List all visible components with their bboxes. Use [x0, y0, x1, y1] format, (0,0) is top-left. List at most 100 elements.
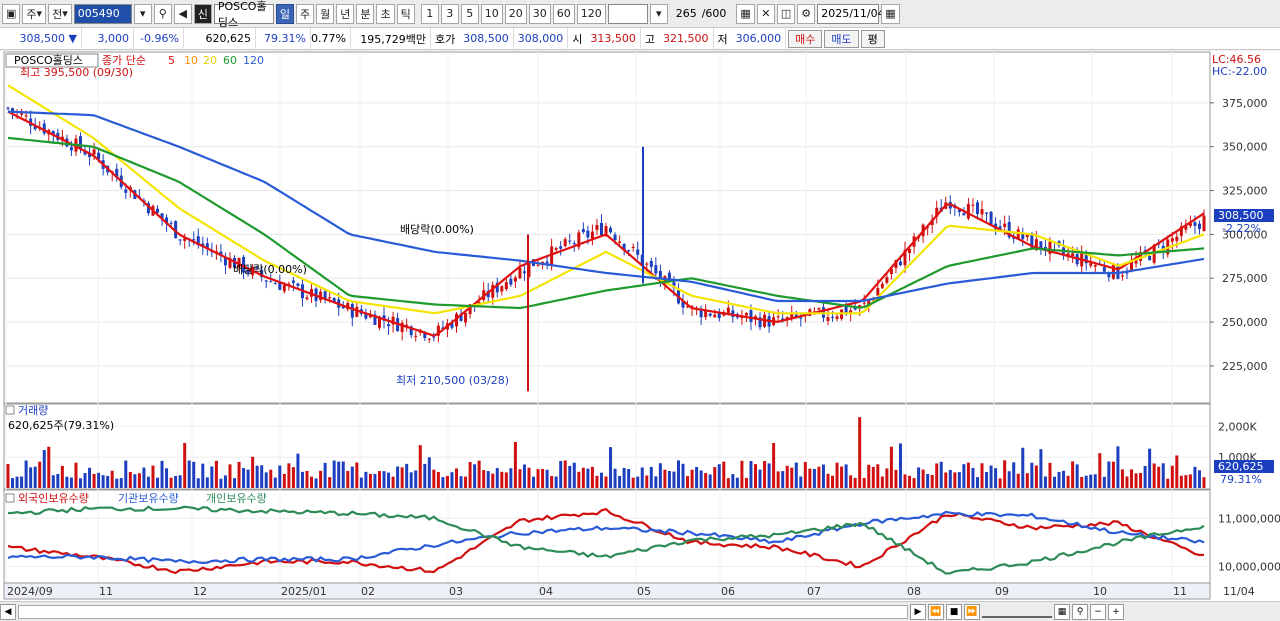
- period-button-month[interactable]: 월: [316, 3, 335, 24]
- volume-bar: [731, 474, 735, 488]
- volume-bar: [667, 471, 671, 488]
- candle-body: [1170, 238, 1174, 242]
- candle-body: [1197, 223, 1201, 229]
- zoom-in-icon[interactable]: +: [1108, 603, 1124, 620]
- prev-select[interactable]: 전 ▾: [48, 3, 72, 24]
- chart-tool-icon[interactable]: ▦: [1054, 603, 1070, 620]
- period-button-week[interactable]: 주: [295, 3, 315, 24]
- candle-body: [51, 131, 55, 136]
- period-button-tick[interactable]: 틱: [396, 3, 415, 24]
- x-tick-label: 05: [637, 585, 651, 598]
- volume-bar: [106, 475, 110, 488]
- custom-interval-input[interactable]: [607, 3, 648, 24]
- volume-panel-toggle-icon[interactable]: [5, 405, 15, 415]
- calendar-icon[interactable]: ▦: [881, 3, 900, 24]
- period-select-label: 주: [26, 7, 37, 21]
- scroll-right-icon[interactable]: ▶: [910, 603, 926, 620]
- rewind-icon[interactable]: ⏪: [928, 603, 944, 620]
- volume-bar: [1016, 473, 1020, 488]
- interval-button-30[interactable]: 30: [528, 3, 551, 24]
- stop-icon[interactable]: ■: [946, 603, 962, 620]
- period-button-year[interactable]: 년: [336, 3, 355, 24]
- buy-button[interactable]: 매수: [788, 29, 823, 48]
- zoom-icon[interactable]: ⚲: [1072, 603, 1088, 620]
- candle-body: [205, 243, 209, 249]
- cross-icon[interactable]: ✕: [756, 3, 775, 24]
- volume-bar: [935, 463, 939, 488]
- x-tick-label: 11: [1173, 585, 1187, 598]
- volume-bar: [744, 477, 748, 488]
- save-icon[interactable]: ◫: [776, 3, 796, 24]
- candle-body: [332, 298, 336, 303]
- candle-body: [405, 324, 409, 326]
- volume-bar: [323, 462, 327, 488]
- candle-icon[interactable]: ▦: [736, 3, 755, 24]
- eval-button[interactable]: 평: [860, 29, 885, 48]
- candle-body: [708, 313, 712, 316]
- ask-price: 308,500: [459, 27, 514, 50]
- volume-bar: [183, 442, 187, 488]
- candle-body: [146, 203, 150, 214]
- interval-dropdown-icon[interactable]: ▾: [649, 3, 668, 24]
- holding-panel-toggle-icon[interactable]: [5, 493, 15, 503]
- interval-button-60[interactable]: 60: [552, 3, 575, 24]
- volume-bar: [409, 472, 413, 488]
- interval-button-3[interactable]: 3: [440, 3, 459, 24]
- interval-button-120[interactable]: 120: [576, 3, 606, 24]
- candle-body: [346, 302, 350, 310]
- interval-button-1[interactable]: 1: [420, 3, 439, 24]
- ma-legend-label: 종가 단순: [102, 54, 146, 67]
- date-input[interactable]: 2025/11/04: [817, 3, 885, 24]
- speed-slider[interactable]: [982, 606, 1052, 618]
- volume-bar: [971, 467, 975, 488]
- forward-icon[interactable]: ⏩: [964, 603, 980, 620]
- candle-body: [491, 284, 495, 298]
- candle-body: [1039, 241, 1043, 250]
- code-dropdown-icon[interactable]: ▾: [133, 3, 152, 24]
- volume-bar: [1188, 474, 1192, 488]
- count-input[interactable]: 265: [675, 7, 697, 20]
- scroll-left-icon[interactable]: ◀: [0, 603, 16, 620]
- new-button[interactable]: 신: [193, 3, 212, 24]
- volume-bar: [414, 470, 418, 488]
- volume-bar: [1093, 474, 1097, 488]
- volume-bar: [640, 467, 644, 488]
- zoom-out-icon[interactable]: −: [1090, 603, 1106, 620]
- volume-bar: [590, 466, 594, 488]
- open-price: 313,500: [586, 27, 641, 50]
- low-price: 306,000: [732, 27, 787, 50]
- volume-bar: [699, 470, 703, 488]
- scroll-track[interactable]: [18, 604, 908, 619]
- window-icon[interactable]: ▣: [2, 3, 21, 24]
- volume-bar: [917, 467, 921, 488]
- volume-bar: [477, 460, 481, 488]
- current-pct-tag: -2.22%: [1222, 222, 1261, 235]
- candle-body: [989, 211, 993, 226]
- period-select[interactable]: 주 ▾: [22, 3, 47, 24]
- interval-button-20[interactable]: 20: [504, 3, 527, 24]
- sell-button[interactable]: 매도: [824, 29, 859, 48]
- stock-code-input[interactable]: 005490: [73, 3, 132, 24]
- chart-area[interactable]: POSCO홀딩스 종가 단순 5 10 20 60 120 최고 395,500…: [0, 51, 1280, 601]
- volume-bar: [572, 462, 576, 488]
- period-button-minute[interactable]: 분: [356, 3, 375, 24]
- gear-icon[interactable]: ⚙: [797, 3, 816, 24]
- volume-bar: [255, 465, 259, 488]
- candle-body: [1025, 233, 1029, 238]
- period-button-day[interactable]: 일: [275, 3, 294, 24]
- sound-icon[interactable]: ◀: [173, 3, 192, 24]
- interval-button-5[interactable]: 5: [460, 3, 479, 24]
- candle-body: [799, 317, 803, 319]
- turnover-ratio: 0.77%: [311, 27, 351, 50]
- volume-bar: [858, 417, 862, 488]
- volume-bar: [962, 464, 966, 488]
- volume-bar: [201, 463, 205, 488]
- volume-bar: [1080, 476, 1084, 488]
- volume-bar: [722, 461, 726, 488]
- candle-body: [957, 209, 961, 213]
- search-icon[interactable]: ⚲: [153, 3, 172, 24]
- volume-bar: [1007, 471, 1011, 488]
- stock-chart[interactable]: POSCO홀딩스 종가 단순 5 10 20 60 120 최고 395,500…: [0, 51, 1280, 601]
- interval-button-10[interactable]: 10: [480, 3, 503, 24]
- period-button-second[interactable]: 초: [376, 3, 395, 24]
